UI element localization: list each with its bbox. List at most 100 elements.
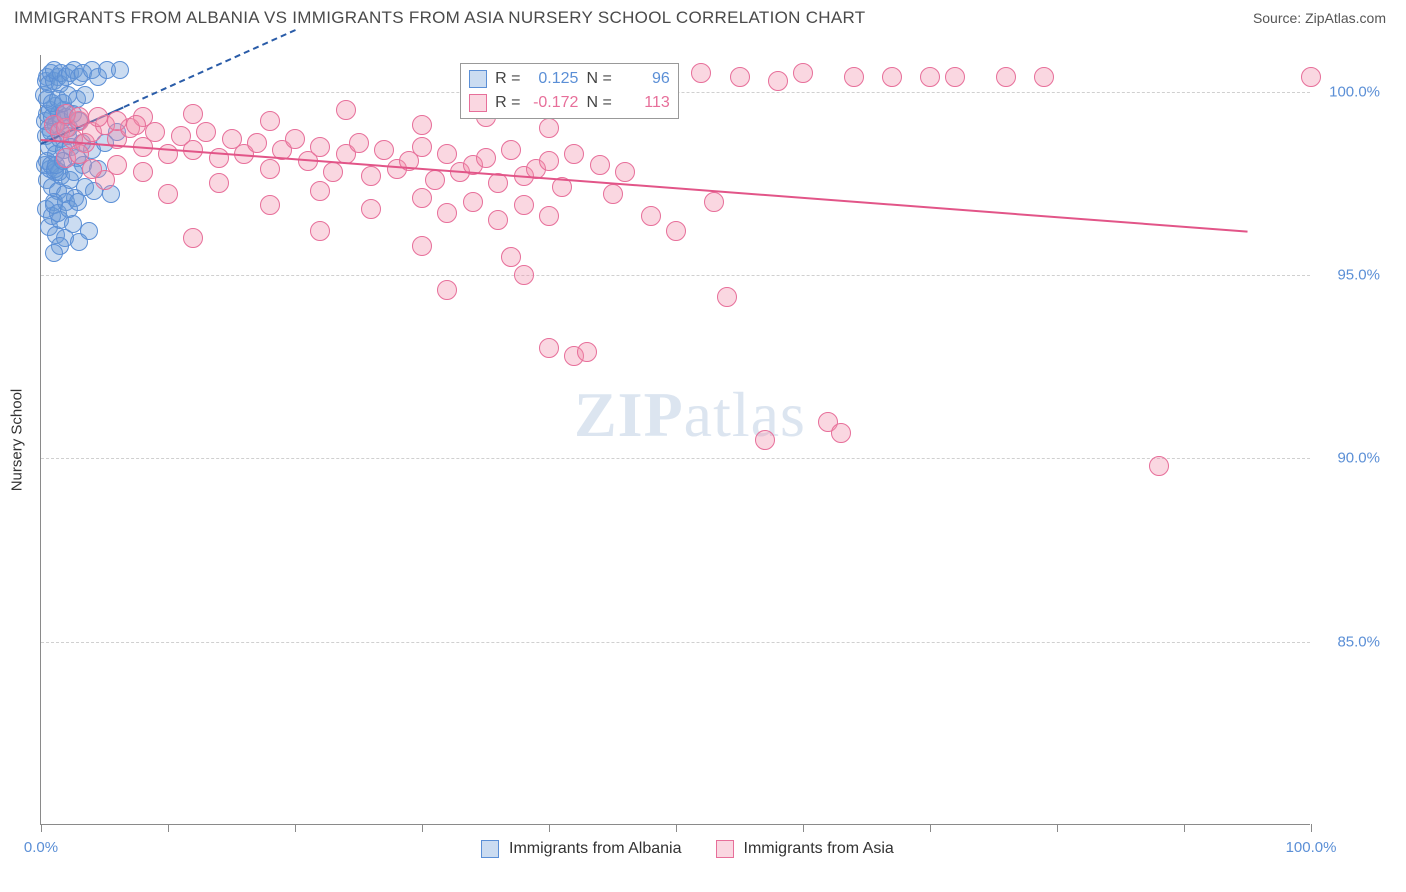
data-point-asia [69, 107, 89, 127]
correlation-legend: R =0.125N =96R =-0.172N =113 [460, 63, 679, 119]
data-point-asia [374, 140, 394, 160]
data-point-asia [310, 181, 330, 201]
x-tick [41, 824, 42, 832]
data-point-asia [412, 236, 432, 256]
data-point-asia [285, 129, 305, 149]
data-point-asia [260, 111, 280, 131]
data-point-asia [82, 159, 102, 179]
data-point-asia [514, 265, 534, 285]
data-point-asia [412, 188, 432, 208]
data-point-asia [755, 430, 775, 450]
gridline [41, 275, 1310, 276]
data-point-asia [577, 342, 597, 362]
data-point-asia [666, 221, 686, 241]
data-point-asia [260, 195, 280, 215]
data-point-asia [603, 184, 623, 204]
data-point-asia [107, 111, 127, 131]
gridline [41, 642, 1310, 643]
legend-row-albania: R =0.125N =96 [469, 67, 670, 91]
data-point-asia [126, 115, 146, 135]
data-point-asia [437, 280, 457, 300]
data-point-albania [69, 193, 87, 211]
data-point-albania [80, 222, 98, 240]
y-tick-label: 85.0% [1320, 633, 1380, 650]
x-tick [422, 824, 423, 832]
legend-row-asia: R = -0.172 N = 113 [469, 91, 670, 115]
n-value-asia: 113 [620, 94, 670, 112]
data-point-asia [882, 67, 902, 87]
data-point-asia [501, 140, 521, 160]
data-point-asia [209, 148, 229, 168]
data-point-albania [76, 86, 94, 104]
data-point-asia [310, 221, 330, 241]
x-tick [803, 824, 804, 832]
data-point-albania [45, 244, 63, 262]
x-tick [1057, 824, 1058, 832]
data-point-asia [730, 67, 750, 87]
x-tick [1184, 824, 1185, 832]
scatter-plot: Nursery School ZIPatlas 85.0%90.0%95.0%1… [40, 55, 1310, 825]
n-label: N = [586, 94, 611, 112]
data-point-asia [844, 67, 864, 87]
y-tick-label: 95.0% [1320, 267, 1380, 284]
data-point-asia [704, 192, 724, 212]
r-label: R = [495, 94, 520, 112]
data-point-asia [1149, 456, 1169, 476]
data-point-asia [539, 151, 559, 171]
data-point-asia [361, 166, 381, 186]
data-point-asia [412, 137, 432, 157]
source-attribution: Source: ZipAtlas.com [1253, 10, 1386, 26]
data-point-asia [196, 122, 216, 142]
data-point-asia [564, 144, 584, 164]
data-point-asia [323, 162, 343, 182]
chart-title: IMMIGRANTS FROM ALBANIA VS IMMIGRANTS FR… [14, 8, 865, 28]
data-point-asia [310, 137, 330, 157]
gridline [41, 458, 1310, 459]
data-point-asia [615, 162, 635, 182]
trend-line-extension [123, 29, 295, 108]
r-label: R = [495, 70, 520, 88]
legend-swatch-asia [469, 94, 487, 112]
legend-bottom-swatch-asia [716, 840, 734, 858]
data-point-asia [463, 192, 483, 212]
y-tick-label: 90.0% [1320, 450, 1380, 467]
data-point-asia [641, 206, 661, 226]
data-point-asia [539, 338, 559, 358]
data-point-asia [488, 210, 508, 230]
series-legend: Immigrants from AlbaniaImmigrants from A… [481, 840, 918, 858]
data-point-asia [437, 144, 457, 164]
data-point-asia [158, 144, 178, 164]
data-point-albania [111, 61, 129, 79]
data-point-asia [247, 133, 267, 153]
r-value-asia: -0.172 [528, 94, 578, 112]
data-point-asia [717, 287, 737, 307]
data-point-asia [1301, 67, 1321, 87]
data-point-asia [88, 107, 108, 127]
data-point-asia [768, 71, 788, 91]
data-point-asia [476, 148, 496, 168]
legend-swatch-albania [469, 70, 487, 88]
data-point-asia [336, 100, 356, 120]
x-tick [168, 824, 169, 832]
x-tick-label: 0.0% [24, 839, 58, 856]
x-tick [295, 824, 296, 832]
data-point-asia [996, 67, 1016, 87]
data-point-asia [133, 162, 153, 182]
legend-bottom-label-albania: Immigrants from Albania [509, 840, 682, 858]
data-point-asia [158, 184, 178, 204]
data-point-asia [183, 228, 203, 248]
data-point-asia [361, 199, 381, 219]
data-point-asia [793, 63, 813, 83]
data-point-asia [1034, 67, 1054, 87]
data-point-asia [425, 170, 445, 190]
data-point-asia [412, 115, 432, 135]
data-point-asia [107, 155, 127, 175]
data-point-asia [920, 67, 940, 87]
data-point-asia [539, 118, 559, 138]
data-point-asia [945, 67, 965, 87]
data-point-asia [183, 104, 203, 124]
data-point-asia [260, 159, 280, 179]
y-tick-label: 100.0% [1320, 83, 1380, 100]
x-tick-label: 100.0% [1286, 839, 1337, 856]
legend-bottom-swatch-albania [481, 840, 499, 858]
